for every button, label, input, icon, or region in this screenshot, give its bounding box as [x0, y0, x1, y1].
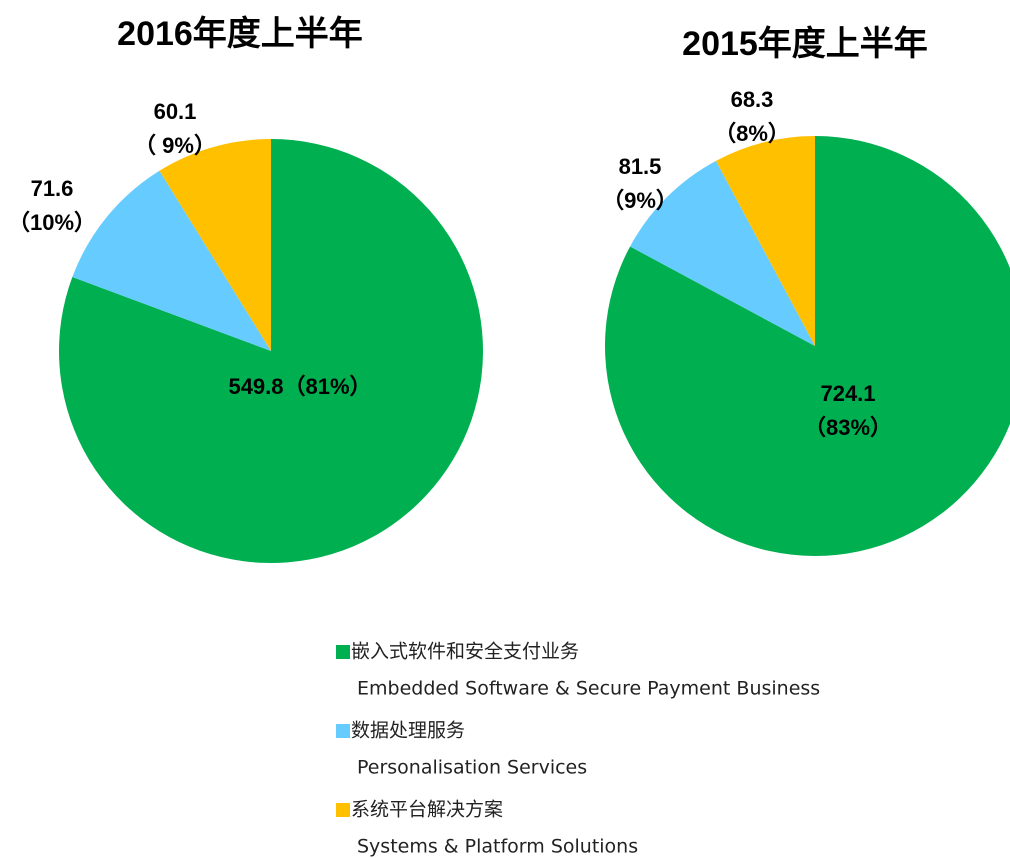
legend-swatch	[336, 724, 350, 738]
legend-label-en: Personalisation Services	[357, 757, 587, 779]
legend-label: 嵌入式软件和安全支付业务	[351, 641, 579, 663]
data-label: （10%）	[8, 210, 96, 235]
data-label: （9%）	[602, 188, 678, 213]
data-label: 81.5	[619, 154, 662, 179]
chart-title: 2015年度上半年	[682, 25, 928, 63]
legend-label-en: Embedded Software & Secure Payment Busin…	[357, 678, 820, 700]
pie-slice	[630, 160, 815, 346]
pie-slice	[605, 136, 1010, 556]
legend-swatch	[336, 645, 350, 659]
data-label: 68.3	[731, 87, 774, 112]
data-label: （83%）	[804, 415, 892, 440]
data-label: 724.1	[820, 381, 875, 406]
pie-slice	[58, 139, 484, 564]
data-label: 549.8（81%）	[228, 374, 371, 399]
legend-label: 数据处理服务	[351, 720, 465, 742]
pie-slice	[159, 139, 271, 351]
data-label: 60.1	[154, 99, 197, 124]
chart-title: 2016年度上半年	[117, 15, 363, 53]
data-label: （ 9%）	[134, 133, 216, 158]
legend-swatch	[336, 803, 350, 817]
pie-slice	[72, 170, 271, 351]
legend-label: 系统平台解决方案	[351, 799, 503, 821]
data-label: 71.6	[31, 176, 74, 201]
legend-label-en: Systems & Platform Solutions	[357, 836, 638, 858]
data-label: （8%）	[714, 121, 790, 146]
pie-slice	[715, 136, 815, 346]
